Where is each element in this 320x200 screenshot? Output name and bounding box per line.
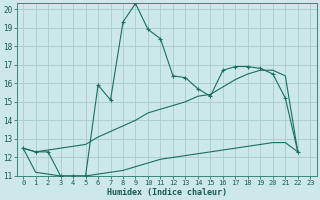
X-axis label: Humidex (Indice chaleur): Humidex (Indice chaleur) xyxy=(107,188,227,197)
